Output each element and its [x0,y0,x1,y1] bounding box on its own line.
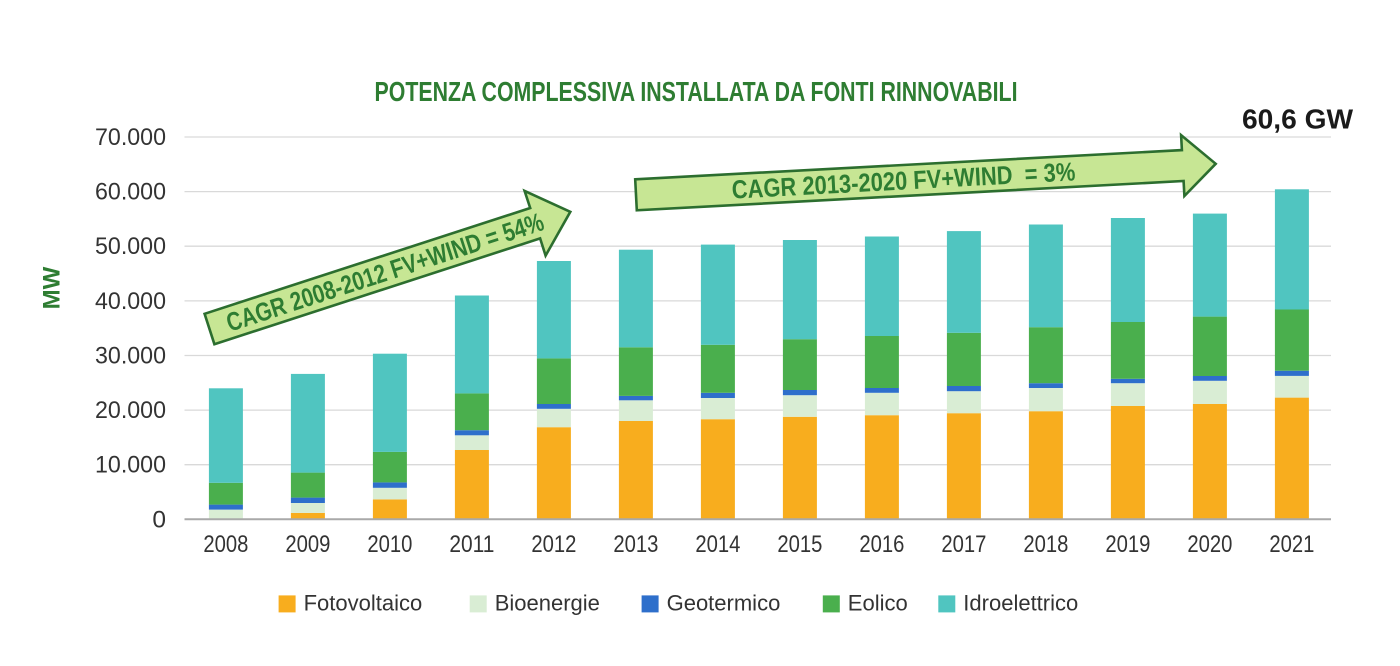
svg-text:2021: 2021 [1269,531,1314,558]
svg-text:2011: 2011 [449,531,494,558]
svg-text:2019: 2019 [1105,531,1150,558]
svg-text:70.000: 70.000 [95,124,166,151]
svg-text:2014: 2014 [695,531,740,558]
svg-text:Geotermico: Geotermico [667,590,781,615]
svg-text:60.000: 60.000 [95,179,166,206]
svg-text:Idroelettrico: Idroelettrico [963,590,1078,615]
svg-text:50.000: 50.000 [95,233,166,260]
svg-text:2013: 2013 [613,531,658,558]
svg-text:Fotovoltaico: Fotovoltaico [304,590,423,615]
svg-text:2009: 2009 [285,531,330,558]
svg-text:2012: 2012 [531,531,576,558]
svg-text:Bioenergie: Bioenergie [495,590,600,615]
svg-text:POTENZA COMPLESSIVA INSTALLATA: POTENZA COMPLESSIVA INSTALLATA DA FONTI … [375,76,1018,107]
svg-text:20.000: 20.000 [95,397,166,424]
svg-text:60,6 GW: 60,6 GW [1242,104,1354,135]
svg-text:10.000: 10.000 [95,452,166,479]
svg-text:2017: 2017 [941,531,986,558]
svg-text:2018: 2018 [1023,531,1068,558]
svg-text:MW: MW [39,266,66,309]
svg-text:2015: 2015 [777,531,822,558]
svg-text:2016: 2016 [859,531,904,558]
svg-text:2020: 2020 [1187,531,1232,558]
svg-text:Eolico: Eolico [848,590,908,615]
svg-text:0: 0 [152,506,166,533]
svg-text:30.000: 30.000 [95,343,166,370]
svg-text:2010: 2010 [367,531,412,558]
svg-text:40.000: 40.000 [95,288,166,315]
svg-text:2008: 2008 [203,531,248,558]
